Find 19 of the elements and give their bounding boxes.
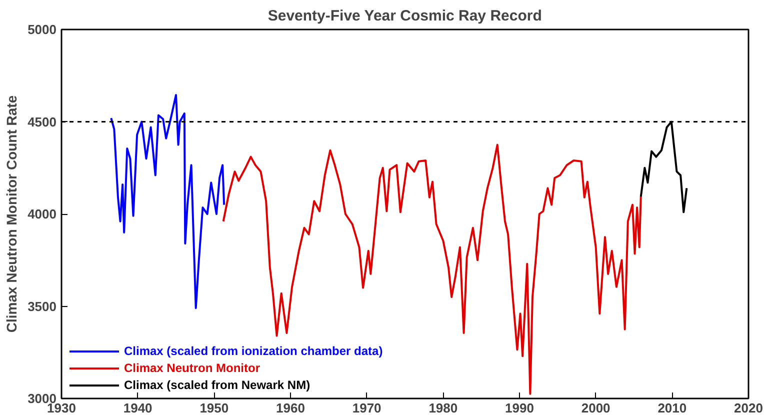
x-tick-label: 2020 [734, 400, 763, 415]
legend-label: Climax (scaled from ionization chamber data) [124, 344, 383, 358]
x-tick-label: 2010 [658, 400, 687, 415]
x-tick-label: 1950 [200, 400, 229, 415]
x-tick-label: 1990 [505, 400, 534, 415]
x-tick-label: 1960 [276, 400, 305, 415]
legend-label: Climax Neutron Monitor [124, 361, 260, 375]
chart-title: Seventy-Five Year Cosmic Ray Record [268, 8, 542, 24]
x-tick-label: 1940 [123, 400, 152, 415]
y-tick-label: 3500 [28, 298, 56, 314]
x-tick-label: 1970 [352, 400, 382, 415]
line-series [110, 94, 226, 310]
legend-label: Climax (scaled from Newark NM) [124, 378, 310, 392]
y-tick-label: 5000 [28, 22, 56, 37]
x-tick-label: 2000 [581, 400, 610, 415]
y-tick-label: 4000 [28, 206, 56, 222]
x-tick-label: 1980 [428, 400, 458, 415]
y-tick-label: 4500 [28, 114, 56, 130]
y-axis-title: Climax Neutron Monitor Count Rate [4, 95, 20, 333]
